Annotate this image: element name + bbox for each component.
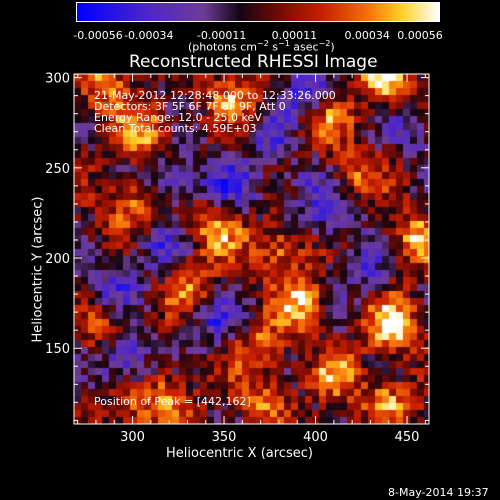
annotation-clean-counts: Clean Total counts: 4.59E+03 xyxy=(94,122,257,135)
plot-area: 21-May-2012 12:28:48.000 to 12:33:26.000… xyxy=(74,74,429,424)
color-scale-tick-labels: -0.00056 -0.00034 -0.00011 0.00011 0.00034 0.… xyxy=(0,0,500,60)
y-tick-label: 250 xyxy=(45,162,70,177)
color-scale-bar xyxy=(76,2,440,22)
y-axis-label: Heliocentric Y (arcsec) xyxy=(30,196,46,343)
x-tick-label: 350 xyxy=(212,430,237,445)
y-tick-label: 200 xyxy=(45,252,70,267)
color-scale-units: (photons cm−2 s−1 asec−2) xyxy=(188,39,335,54)
color-scale-tick-label: -0.00056 xyxy=(73,29,123,42)
x-tick-label: 400 xyxy=(303,430,328,445)
annotation-peak-position: Position of Peak = [442,162] xyxy=(94,395,251,408)
y-tick-label: 150 xyxy=(45,342,70,357)
x-tick-label: 450 xyxy=(395,430,420,445)
color-scale-tick-label: -0.00034 xyxy=(124,29,174,42)
color-scale-tick-label: 0.00056 xyxy=(397,29,443,42)
color-scale-gradient xyxy=(77,3,439,21)
x-tick-label: 300 xyxy=(120,430,145,445)
y-tick-label: 300 xyxy=(45,72,70,87)
chart-title: Reconstructed RHESSI Image xyxy=(129,52,378,72)
color-scale-tick-label: -0.00011 xyxy=(196,29,247,42)
color-scale-tick-label: 0.00034 xyxy=(344,29,390,42)
footer-date: 8-May-2014 19:37 xyxy=(388,486,489,499)
color-scale-tick-label: 0.00011 xyxy=(271,29,318,42)
x-axis-label: Heliocentric X (arcsec) xyxy=(166,446,313,461)
